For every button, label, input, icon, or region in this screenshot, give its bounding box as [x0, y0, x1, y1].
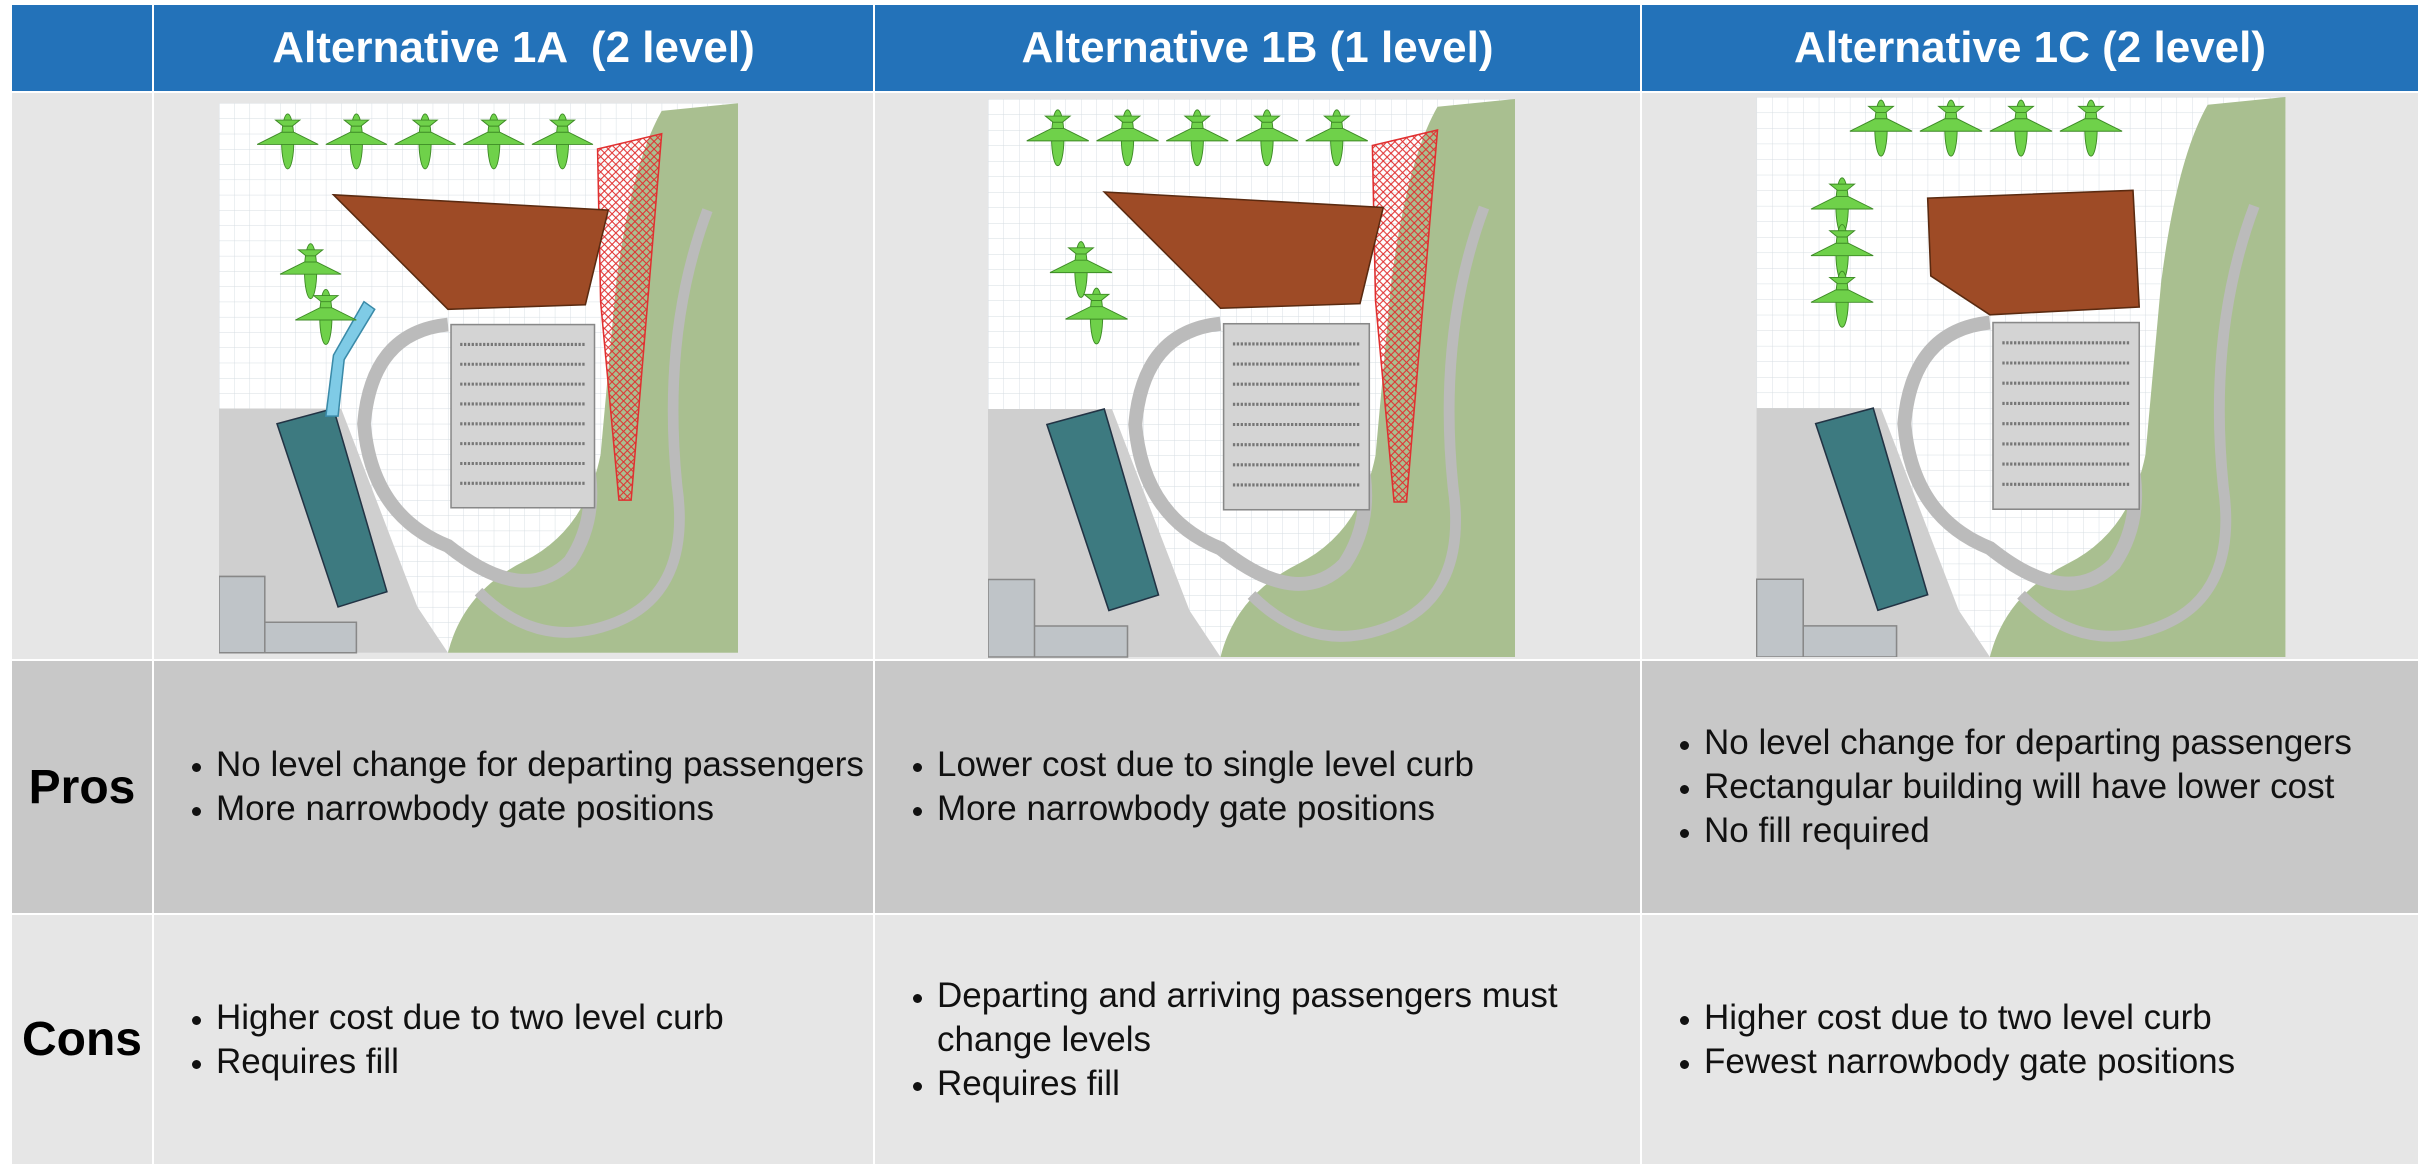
column-header: Alternative 1C (2 level) — [1642, 5, 2420, 93]
bullet-item: Departing and arriving passengers must c… — [937, 974, 1640, 1062]
row-label: Cons — [12, 915, 154, 1166]
site-plan — [1756, 97, 2286, 657]
cons-cell: Higher cost due to two level curbFewest … — [1642, 915, 2420, 1166]
bullet-item: More narrowbody gate positions — [216, 787, 864, 831]
bullet-item: Rectangular building will have lower cos… — [1704, 765, 2352, 809]
image-corner — [12, 93, 154, 661]
bullet-item: No level change for departing passengers — [1704, 721, 2352, 765]
site-plan — [988, 99, 1515, 658]
bullet-list: No level change for departing passengers… — [1642, 721, 2352, 853]
bullet-item: No fill required — [1704, 809, 2352, 853]
cons-cell: Higher cost due to two level curbRequire… — [154, 915, 875, 1166]
column-header: Alternative 1B (1 level) — [875, 5, 1642, 93]
bullet-item: More narrowbody gate positions — [937, 787, 1474, 831]
bullet-item: Higher cost due to two level curb — [1704, 996, 2235, 1040]
header-corner — [12, 5, 154, 93]
pros-cell: No level change for departing passengers… — [1642, 661, 2420, 915]
bullet-list: Departing and arriving passengers must c… — [875, 974, 1640, 1106]
bullet-list: Higher cost due to two level curbFewest … — [1642, 996, 2235, 1084]
site-plan — [219, 103, 738, 654]
bullet-item: Requires fill — [216, 1040, 724, 1084]
bullet-item: Fewest narrowbody gate positions — [1704, 1040, 2235, 1084]
bullet-list: Lower cost due to single level curbMore … — [875, 743, 1474, 831]
bullet-item: Requires fill — [937, 1062, 1640, 1106]
bullet-item: Lower cost due to single level curb — [937, 743, 1474, 787]
pros-cell: No level change for departing passengers… — [154, 661, 875, 915]
bullet-item: Higher cost due to two level curb — [216, 996, 724, 1040]
row-label: Pros — [12, 661, 154, 915]
bullet-list: Higher cost due to two level curbRequire… — [154, 996, 724, 1084]
bullet-list: No level change for departing passengers… — [154, 743, 864, 831]
bullet-item: No level change for departing passengers — [216, 743, 864, 787]
cons-cell: Departing and arriving passengers must c… — [875, 915, 1642, 1166]
pros-cell: Lower cost due to single level curbMore … — [875, 661, 1642, 915]
column-header: Alternative 1A (2 level) — [154, 5, 875, 93]
